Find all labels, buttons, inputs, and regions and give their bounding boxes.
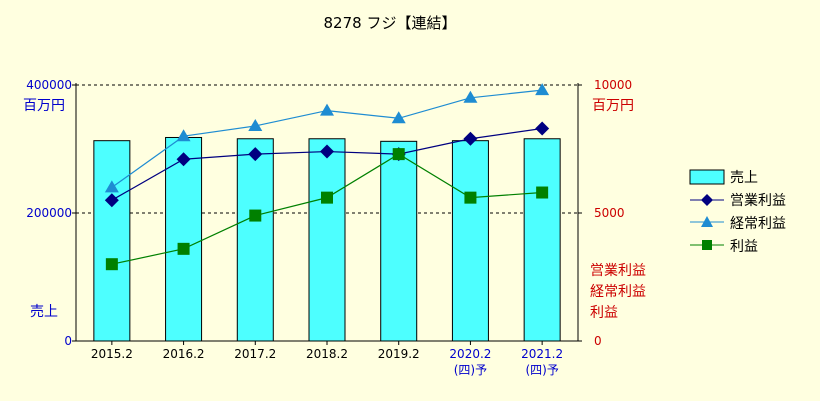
point-triangle [248,118,263,131]
point-triangle [391,111,406,124]
point-square [177,242,190,255]
legend-label-net: 利益 [730,239,758,255]
x-tick-label: 2015.2 [91,347,133,361]
right-tick-label: 0 [594,334,602,348]
point-square [536,186,549,199]
right-axis-label-net: 利益 [590,305,618,321]
left-axis-label: 売上 [30,304,58,320]
point-square [321,191,333,204]
point-diamond [248,147,263,162]
bar [93,140,131,342]
left-tick-label: 0 [64,334,72,348]
legend-square-icon [702,240,712,250]
bar [308,138,346,342]
point-triangle [176,129,191,142]
right-axis-label-ordinary: 経常利益 [590,284,646,300]
point-triangle [463,90,478,103]
point-square [105,258,118,271]
left-tick-label: 400000 [26,78,72,92]
point-diamond [176,152,191,167]
point-square [392,148,405,161]
left-tick-label: 200000 [26,206,72,220]
point-square [249,209,262,222]
legend-swatch-sales [689,169,725,185]
legend-label-ordinary: 経常利益 [730,216,786,232]
right-tick-label: 5000 [594,206,625,220]
x-tick-label: 2019.2 [378,347,420,361]
bar [380,140,418,342]
x-tick-label: 2016.2 [163,347,205,361]
point-diamond [104,193,119,208]
x-tick-label: 2020.2 [449,347,491,361]
x-tick-label: 2017.2 [234,347,276,361]
point-diamond [535,121,550,136]
x-tick-label: 2018.2 [306,347,348,361]
point-triangle [320,103,334,116]
legend-label-sales: 売上 [730,170,758,186]
point-diamond [320,144,334,159]
point-triangle [104,180,119,193]
legend-label-operating: 営業利益 [730,193,786,209]
right-axis-label-operating: 営業利益 [590,263,646,279]
right-tick-label: 10000 [594,78,632,92]
bar [451,140,489,342]
left-axis-unit: 百万円 [23,98,65,114]
x-tick-note: (四)予 [454,363,487,377]
legend-triangle-icon [701,216,713,227]
point-diamond [463,131,478,146]
legend-diamond-icon [701,194,713,206]
point-square [464,191,477,204]
legend: 売上 営業利益 経常利益 利益 [689,169,786,255]
bar [236,138,274,342]
right-axis-unit: 百万円 [592,98,634,114]
x-tick-note: (四)予 [525,363,558,377]
point-triangle [535,83,550,96]
plot-area: 400000 200000 0 10000 5000 0 2015.2 2016.2 2017.… [26,78,632,377]
bar [165,136,203,342]
chart-title: 8278 フジ【連結】 [324,14,457,32]
bar [523,138,561,342]
x-tick-label: 2021.2 [521,347,563,361]
